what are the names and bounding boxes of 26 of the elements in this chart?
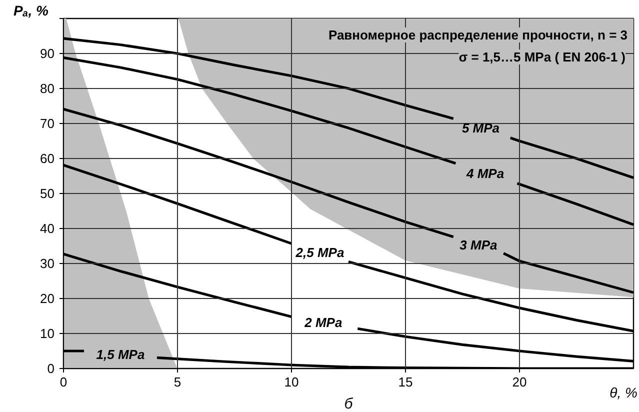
y-tick-label: 60 (40, 151, 55, 166)
series-label: 4 MPa (466, 166, 504, 181)
y-tick-label: 50 (40, 186, 55, 201)
text: σ = 1,5…5 MPa ( EN 206-1 ) (458, 50, 626, 64)
x-tick-label: 10 (284, 374, 299, 390)
x-axis-title: θ, % (610, 384, 638, 400)
y-tick-label: 70 (40, 116, 55, 131)
text: Равномерное распределение прочности, n = 3 (328, 28, 628, 42)
series-label: 2 MPa (304, 315, 342, 330)
y-tick-label: 80 (40, 81, 55, 96)
series-label: 2,5 MPa (294, 245, 344, 260)
y-axis-title: Pₐ, % (14, 2, 49, 18)
text: б (344, 396, 354, 412)
x-tick-label: 0 (60, 374, 68, 390)
x-tick-label: 20 (512, 374, 527, 390)
y-tick-label: 0 (47, 361, 55, 376)
x-tick-label: 5 (174, 374, 182, 390)
series-label: 1,5 MPa (96, 346, 145, 362)
series-label: 3 MPa (460, 238, 498, 253)
y-tick-label: 40 (40, 221, 55, 236)
y-tick-label: 90 (40, 46, 55, 61)
y-tick-label: 30 (40, 256, 55, 271)
y-tick-label: 10 (40, 326, 55, 341)
series-label: 5 MPa (462, 120, 500, 136)
x-tick-label: 15 (398, 374, 413, 390)
y-tick-label: 20 (40, 291, 55, 306)
